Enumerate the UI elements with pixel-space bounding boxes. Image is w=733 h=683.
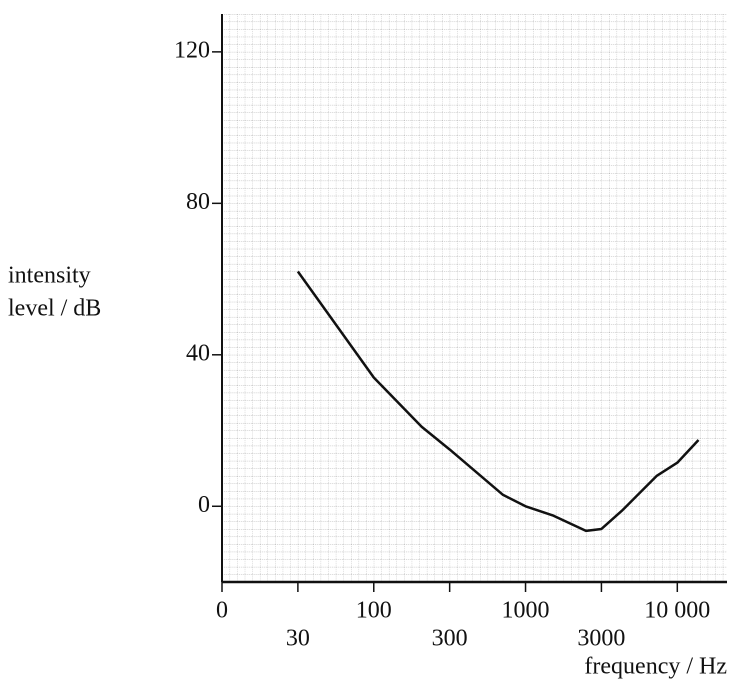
y-axis-label: intensity	[8, 263, 91, 289]
y-tick-label: 80	[186, 189, 210, 215]
grid	[222, 14, 727, 582]
x-tick-label: 0	[216, 598, 228, 624]
curve	[296, 270, 700, 533]
x-tick-label: 3000	[577, 626, 625, 652]
x-tick-label: 300	[432, 626, 468, 652]
x-tick-label: 1000	[502, 598, 550, 624]
x-axis-label: frequency / Hz	[584, 654, 727, 680]
x-tick-label: 30	[286, 626, 310, 652]
y-axis-label: level / dB	[8, 296, 101, 322]
y-tick-label: 120	[174, 37, 210, 63]
y-tick-label: 0	[198, 492, 210, 518]
x-tick-label: 10 000	[644, 598, 710, 624]
y-tick-label: 40	[186, 340, 210, 366]
x-tick-label: 100	[356, 598, 392, 624]
